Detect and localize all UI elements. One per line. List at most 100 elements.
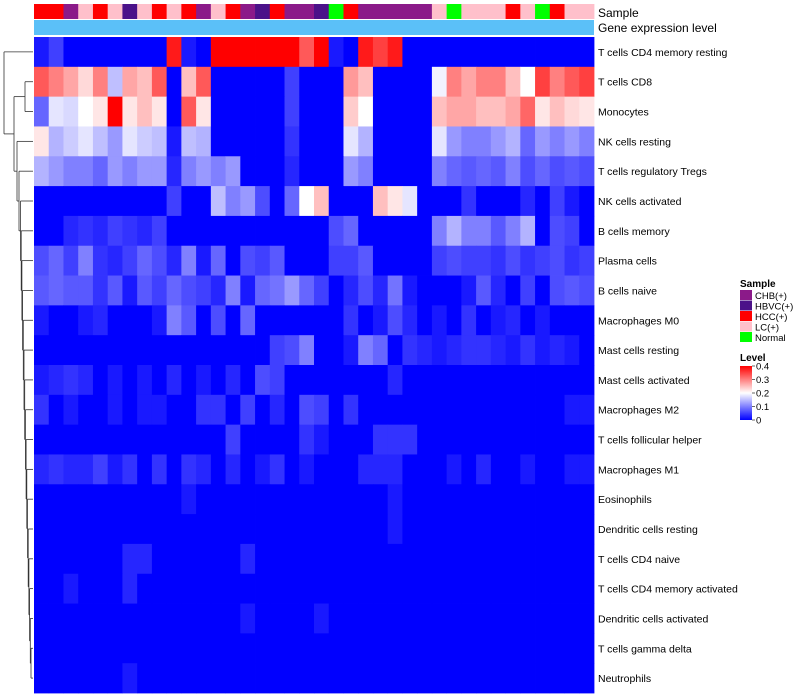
sample-annotation-cell [372,4,389,19]
heatmap-cell [34,514,50,545]
heatmap-cell [417,96,433,127]
heatmap-cell [564,543,580,575]
heatmap-cell [63,37,79,68]
heatmap-cell [255,484,271,515]
heatmap-cell [299,573,315,604]
heatmap-cell [314,215,330,247]
heatmap-cell [151,663,168,694]
heatmap-cell [210,573,226,604]
heatmap-cell [387,126,403,157]
heatmap-cell [63,156,79,187]
heatmap-cell [328,126,344,157]
heatmap-cell [137,126,153,157]
heatmap-cell [564,156,580,187]
heatmap-cell [122,484,138,515]
heatmap-cell [446,275,462,306]
heatmap-cell [181,543,197,575]
heatmap-cell [535,215,551,247]
heatmap-cell [78,215,94,247]
heatmap-cell [372,484,389,515]
heatmap-cell [446,215,462,247]
heatmap-cell [431,215,448,247]
heatmap-cell [34,573,50,604]
heatmap-cell [372,663,389,694]
heatmap-cell [78,275,94,306]
heatmap-cell [520,335,536,366]
heatmap-cell [417,215,433,247]
heatmap-cell [107,365,123,396]
heatmap-cell [490,156,506,187]
heatmap-cell [549,126,565,157]
row-label: T cells CD8 [598,77,652,89]
heatmap-cell [417,394,433,426]
heatmap-cell [166,573,182,604]
heatmap-cell [196,126,212,157]
row-labels: T cells CD4 memory resting T cells CD8 Mon… [598,47,738,685]
heatmap-cell [107,603,123,634]
level-colorbar [740,366,752,420]
heatmap-cell [151,365,168,396]
heatmap-cell [196,275,212,306]
heatmap-cell [579,215,595,247]
heatmap-cell [387,514,403,545]
heatmap-cell [343,245,359,276]
heatmap-cell [328,66,344,98]
heatmap-cell [431,275,448,306]
heatmap-cell [520,126,536,157]
legend: Sample CHB(+)HBVC(+)HCC(+)LC(+)Normal Le… [740,279,793,427]
heatmap-cell [520,215,536,247]
heatmap-cell [255,66,271,98]
heatmap-cell [78,126,94,157]
heatmap-cell [166,305,182,336]
heatmap-cell [387,365,403,396]
heatmap-cell [210,305,226,336]
heatmap-cell [358,275,374,306]
heatmap-cell [122,633,138,664]
heatmap-cell [328,603,344,634]
heatmap-cell [299,514,315,545]
heatmap-cell [122,424,138,455]
heatmap-cell [78,394,94,426]
heatmap-cell [255,186,271,217]
heatmap-cell [461,424,477,455]
heatmap-cell [269,394,285,426]
heatmap-cell [564,573,580,604]
heatmap-cell [181,365,197,396]
heatmap-cell [240,215,256,247]
heatmap-cell [240,514,256,545]
heatmap-cell [63,275,79,306]
heatmap-cell [417,66,433,98]
heatmap-cell [343,335,359,366]
heatmap-cell [151,186,168,217]
heatmap-cell [476,633,492,664]
heatmap-cell [490,603,506,634]
heatmap-cell [387,66,403,98]
heatmap-cell [63,424,79,455]
heatmap-cell [181,514,197,545]
heatmap-cell [343,484,359,515]
heatmap-cell [446,305,462,336]
row-label: Monocytes [598,107,649,119]
heatmap-cell [34,335,50,366]
heatmap-cell [107,633,123,664]
heatmap-cell [387,37,403,68]
heatmap-cell [343,514,359,545]
heatmap-cell [490,424,506,455]
heatmap-cell [269,126,285,157]
heatmap-cell [446,603,462,634]
sample-annotation-cell [490,4,506,19]
heatmap-cell [476,484,492,515]
heatmap-cell [196,305,212,336]
heatmap-cell [372,573,389,604]
heatmap-cell [240,663,256,694]
sample-annotation-cell [314,4,330,19]
heatmap-cell [343,275,359,306]
row-label: Macrophages M2 [598,405,679,417]
heatmap-cell [107,96,123,127]
heatmap-cell [505,454,521,485]
heatmap-cell [240,245,256,276]
heatmap-cell [476,96,492,127]
heatmap-cell [564,66,580,98]
legend-sample-swatch [740,290,752,300]
heatmap-cell [564,454,580,485]
